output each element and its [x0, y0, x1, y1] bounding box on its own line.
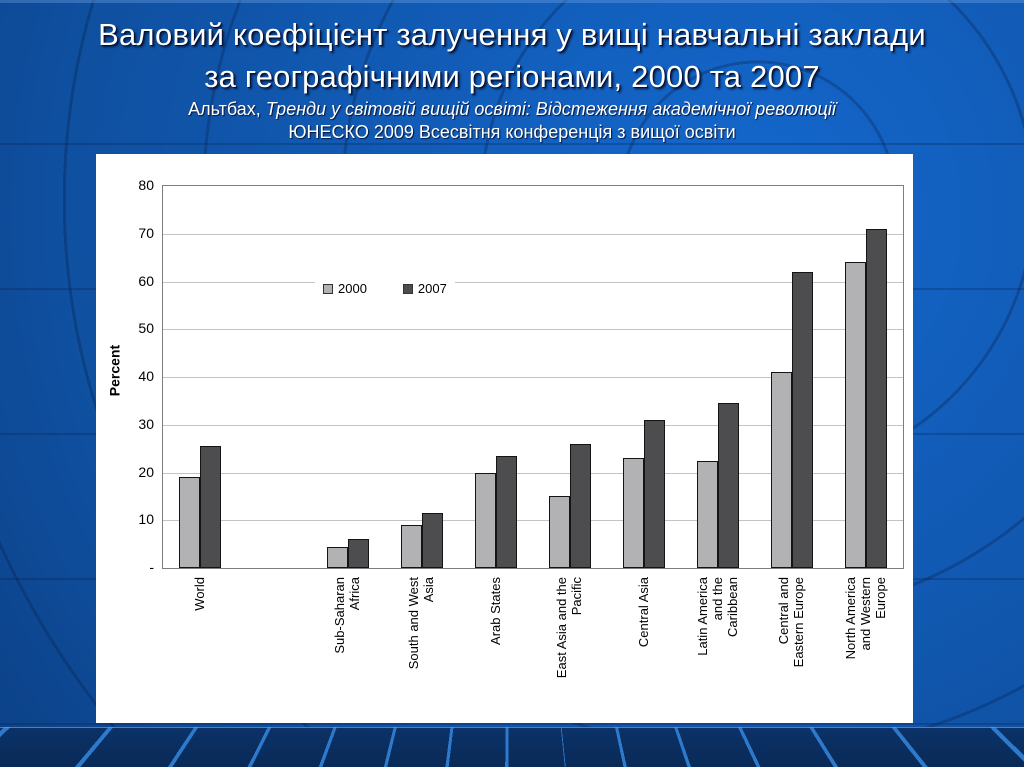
bar-2007-latin-america: [718, 403, 739, 568]
x-axis-label: Sub-Saharan Africa: [332, 577, 362, 654]
bar-2007-central-and: [792, 271, 813, 568]
bottom-decoration-band: [0, 727, 1024, 767]
y-axis-tick-label-30: 30: [138, 415, 154, 432]
gridline-70: [163, 233, 903, 235]
bar-2007-sub-saharan: [348, 539, 369, 568]
slide-subtitle-line2: ЮНЕСКО 2009 Всесвітня конференція з вищо…: [288, 122, 736, 142]
subtitle-work-title: Тренди у світовій вищій освіті: Відстеже…: [265, 99, 836, 119]
x-axis-label: Arab States: [487, 577, 503, 645]
bar-2000-north-america: [845, 262, 866, 568]
bar-2007-east-asia-and-the: [570, 443, 591, 568]
legend-swatch-2000: [323, 283, 333, 294]
plot-area: 2000 2007: [162, 185, 904, 569]
chart-panel: Percent 2000 2007 -10 20 30 40 50 60 70 80 Worl…: [96, 154, 913, 723]
bar-2000-latin-america: [697, 460, 718, 568]
title-block: Валовий коефіцієнт залучення у вищі навч…: [0, 14, 1024, 144]
y-axis-tick-label-50: 50: [138, 320, 154, 337]
bar-2000-sub-saharan: [327, 546, 348, 568]
y-axis-tick-label-20: 20: [138, 463, 154, 480]
gridline-10: [163, 520, 903, 522]
y-axis-tick-label-60: 60: [138, 272, 154, 289]
x-axis-label: Latin America and the Caribbean: [694, 577, 740, 656]
x-axis-label: South and West Asia: [406, 577, 436, 670]
bar-2000-arab-states: [475, 472, 496, 568]
legend-label-2000: 2000: [338, 281, 367, 296]
legend-entry-2007: 2007: [402, 281, 447, 296]
x-axis-label: North America and Western Europe: [842, 577, 888, 660]
bar-2000-world: [179, 477, 200, 568]
x-axis-label: World: [191, 577, 207, 611]
gridline-20: [163, 472, 903, 474]
gridline-30: [163, 424, 903, 426]
legend: 2000 2007: [315, 279, 455, 298]
x-axis-label: Central and Eastern Europe: [776, 577, 806, 668]
y-axis-tick-label--: -: [149, 559, 154, 575]
subtitle-author: Альтбах,: [188, 99, 261, 119]
legend-label-2007: 2007: [417, 281, 447, 296]
gridline-40: [163, 377, 903, 378]
bar-2007-world: [200, 446, 221, 568]
bar-2007-south-and-west: [422, 513, 443, 568]
y-axis-tick-label-10: 10: [138, 511, 154, 528]
y-axis-tick-label-80: 80: [138, 177, 154, 193]
bar-2000-central-asia: [623, 458, 644, 568]
slide-title-line2: за географічними регіонами, 2000 та 2007: [204, 59, 820, 94]
y-axis-tick-label-70: 70: [138, 224, 154, 241]
x-axis-label: East Asia and the Pacific: [554, 577, 584, 679]
gridline-50: [163, 329, 903, 331]
bar-2000-east-asia-and-the: [549, 496, 570, 568]
bar-2007-arab-states: [496, 455, 517, 568]
bar-2000-south-and-west: [401, 525, 422, 568]
legend-swatch-2007: [402, 283, 413, 294]
slide-title-line1: Валовий коефіцієнт залучення у вищі навч…: [98, 17, 926, 52]
bar-2000-central-and: [771, 372, 792, 568]
x-axis-label: Central Asia: [635, 577, 651, 648]
bar-2007-north-america: [866, 228, 887, 568]
bar-2007-central-asia: [644, 419, 665, 568]
y-axis-tick-label-40: 40: [138, 368, 154, 384]
gridline-60: [163, 281, 903, 283]
legend-entry-2000: 2000: [323, 281, 367, 296]
slide-subtitle-line1: Альтбах, Тренди у світовій вищій освіті: …: [0, 98, 1024, 121]
